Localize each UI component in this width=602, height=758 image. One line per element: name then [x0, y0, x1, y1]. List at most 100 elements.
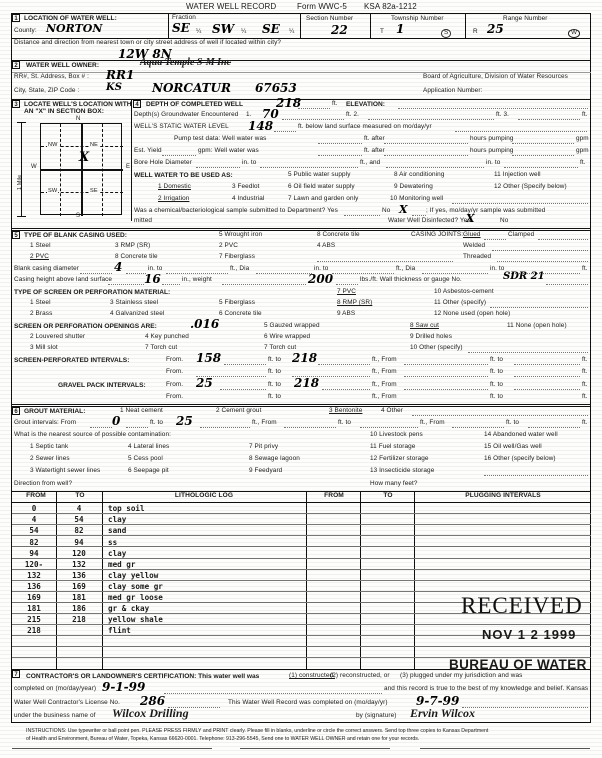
- gravel-to-value-1[interactable]: 218: [294, 376, 320, 390]
- use-option-other[interactable]: 12 Other (Specify below): [494, 183, 567, 190]
- log-row-4-to[interactable]: 120: [72, 548, 86, 558]
- log-row-0-description[interactable]: top soil: [108, 504, 145, 514]
- log-row-0-from[interactable]: 0: [31, 504, 37, 514]
- grout-option-bentonite[interactable]: 3 Bentonite: [329, 407, 363, 414]
- perf-to-value-1[interactable]: 218: [292, 351, 318, 365]
- use-option-domestic[interactable]: 1 Domestic: [158, 183, 191, 190]
- opening-option-continuous[interactable]: 2 Louvered shutter: [30, 333, 86, 340]
- log-row-10-from[interactable]: 215: [27, 615, 41, 625]
- log-row-2-to[interactable]: 82: [74, 526, 84, 536]
- owner-state-value[interactable]: KS: [106, 82, 122, 93]
- use-option-public-water[interactable]: 5 Public water supply: [288, 171, 351, 178]
- casing-option-other[interactable]: 4 ABS: [317, 242, 336, 249]
- use-option-monitoring-well[interactable]: 10 Monitoring well: [390, 195, 444, 202]
- signature-value[interactable]: Ervin Wilcox: [410, 706, 476, 720]
- casing-option-asbestos[interactable]: 2 PVC: [219, 242, 238, 249]
- use-option-irrigation[interactable]: 2 Irrigation: [158, 195, 190, 202]
- casing-joint-clamped[interactable]: Clamped: [508, 231, 535, 238]
- log-row-5-description[interactable]: med gr: [108, 559, 136, 569]
- casing-option-steel[interactable]: 1 Steel: [30, 242, 51, 249]
- cert-option-plugged[interactable]: (3) plugged under my jurisdiction and wa…: [400, 672, 523, 679]
- static-water-level-value[interactable]: 148: [248, 119, 274, 133]
- log-row-6-description[interactable]: clay yellow: [108, 570, 159, 580]
- openings-value[interactable]: .016: [190, 317, 220, 331]
- opening-option-none[interactable]: 11 None (open hole): [507, 322, 567, 329]
- screen-option-concrete[interactable]: 6 Concrete tile: [219, 310, 262, 317]
- depth-completed-value[interactable]: 218: [276, 96, 302, 110]
- log-row-9-from[interactable]: 181: [27, 604, 41, 614]
- casing-joint-welded[interactable]: Welded: [463, 242, 486, 249]
- screen-option-galvanized[interactable]: 4 Galvanized steel: [110, 310, 165, 317]
- use-option-feedlot[interactable]: 3 Feedlot: [232, 183, 260, 190]
- log-row-6-to[interactable]: 136: [72, 570, 86, 580]
- grout-option-other[interactable]: 4 Other: [381, 407, 404, 414]
- contam-option-cess-pool[interactable]: 5 Cess pool: [128, 455, 163, 462]
- business-name-value[interactable]: Wilcox Drilling: [112, 706, 189, 720]
- contam-option-lateral[interactable]: 4 Lateral lines: [128, 443, 170, 450]
- use-option-industrial[interactable]: 4 Industrial: [232, 195, 265, 202]
- casing-option-wrought-iron[interactable]: 5 Wrought iron: [219, 231, 263, 238]
- blank-casing-diameter-value[interactable]: 4: [114, 260, 123, 274]
- contam-option-fertilizer[interactable]: 12 Fertilizer storage: [370, 455, 429, 462]
- screen-option-abs[interactable]: 9 ABS: [337, 310, 356, 317]
- distance-direction-value[interactable]: 12W 8N: [118, 47, 172, 61]
- groundwater-1-value[interactable]: 70: [262, 107, 279, 121]
- owner-zip-value[interactable]: 67653: [255, 81, 297, 95]
- use-option-lawn-garden[interactable]: 7 Lawn and garden only: [288, 195, 359, 202]
- screen-option-fiberglass[interactable]: 5 Fiberglass: [219, 299, 256, 306]
- log-row-5-from[interactable]: 120-: [24, 559, 44, 569]
- township-direction-south[interactable]: S: [441, 29, 452, 38]
- screen-option-brass[interactable]: 2 Brass: [30, 310, 53, 317]
- casing-option-concrete-tile[interactable]: 8 Concrete tile: [317, 231, 360, 238]
- fraction-quarter-1[interactable]: SE: [172, 21, 190, 35]
- screen-option-other[interactable]: 11 Other (specify): [434, 299, 487, 306]
- log-row-3-to[interactable]: 94: [74, 537, 84, 547]
- use-option-injection-well[interactable]: 11 Injection well: [494, 171, 541, 178]
- log-row-2-description[interactable]: sand: [108, 526, 127, 536]
- contam-option-watertight[interactable]: 3 Watertight sewer lines: [30, 467, 101, 474]
- log-row-10-description[interactable]: yellow shale: [108, 615, 163, 625]
- log-row-6-from[interactable]: 132: [27, 570, 41, 580]
- contam-option-fuel[interactable]: 11 Fuel storage: [370, 443, 416, 450]
- screen-option-steel[interactable]: 1 Steel: [30, 299, 51, 306]
- township-number-value[interactable]: 1: [396, 22, 405, 36]
- cert-option-reconstructed[interactable]: (2) reconstructed, or: [330, 672, 390, 679]
- log-row-3-description[interactable]: ss: [108, 537, 118, 547]
- log-row-10-to[interactable]: 218: [72, 615, 86, 625]
- owner-address-value[interactable]: RR1: [106, 68, 135, 82]
- license-number-value[interactable]: 286: [140, 694, 166, 708]
- casing-weight-value[interactable]: 200: [308, 272, 334, 286]
- contam-option-other[interactable]: 16 Other (specify below): [484, 455, 556, 462]
- range-direction-west[interactable]: W: [568, 29, 581, 38]
- contam-option-pit-privy[interactable]: 7 Pit privy: [249, 443, 279, 450]
- contam-option-oil-gas[interactable]: 15 Oil well/Gas well: [484, 443, 542, 450]
- cert-option-constructed[interactable]: (1) constructed,: [289, 672, 335, 679]
- opening-option-other[interactable]: 10 Other (specify): [410, 344, 463, 351]
- disinfected-yes-mark[interactable]: X: [466, 212, 475, 225]
- log-row-9-to[interactable]: 186: [72, 604, 86, 614]
- log-row-9-description[interactable]: gr & ckay: [108, 604, 150, 614]
- screen-option-asbestos[interactable]: 10 Asbestos-cement: [434, 288, 494, 295]
- screen-option-rmp[interactable]: 8 RMP (SR): [337, 299, 373, 306]
- county-value[interactable]: NORTON: [46, 22, 103, 35]
- record-completed-value[interactable]: 9-7-99: [416, 694, 460, 708]
- casing-gauge-value[interactable]: SDR 21: [503, 271, 545, 282]
- log-row-3-from[interactable]: 82: [29, 537, 39, 547]
- contam-option-septic[interactable]: 1 Septic tank: [30, 443, 69, 450]
- contam-option-feedyard[interactable]: 9 Feedyard: [249, 467, 283, 474]
- opening-option-torch-cut[interactable]: 7 Torch cut: [264, 344, 297, 351]
- contam-option-abandoned-well[interactable]: 14 Abandoned water well: [484, 431, 558, 438]
- section-box-x-mark[interactable]: X: [79, 150, 90, 165]
- contam-option-seepage[interactable]: 6 Seepage pit: [128, 467, 169, 474]
- opening-option-wire-wrapped[interactable]: 6 Wire wrapped: [264, 333, 311, 340]
- owner-value[interactable]: Aqua Temple S-M Inc: [140, 57, 232, 68]
- sample-no-mark[interactable]: X: [399, 203, 408, 216]
- section-box-grid[interactable]: NW NE SW SE X: [40, 123, 123, 216]
- casing-option-rmp[interactable]: 3 RMP (SR): [115, 242, 151, 249]
- range-number-value[interactable]: 25: [487, 22, 504, 36]
- opening-option-mill-slot[interactable]: 4 Key punched: [145, 333, 189, 340]
- log-row-7-to[interactable]: 169: [72, 581, 86, 591]
- log-row-0-to[interactable]: 4: [76, 504, 82, 514]
- casing-option-fiberglass[interactable]: 7 Fiberglass: [219, 253, 256, 260]
- log-row-8-from[interactable]: 169: [27, 593, 41, 602]
